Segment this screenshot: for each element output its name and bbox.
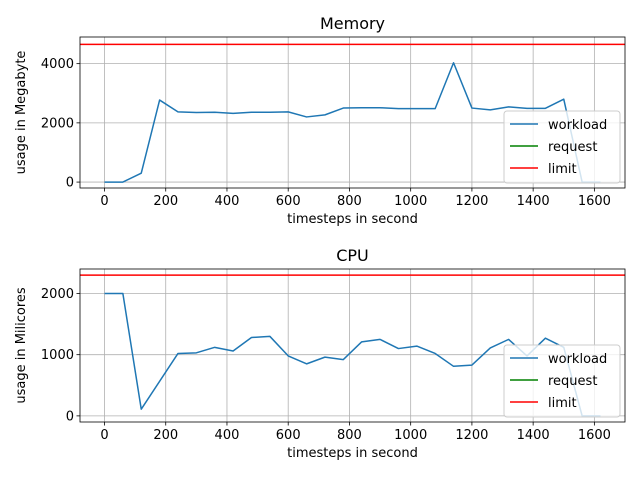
legend-label-request: request (548, 140, 597, 155)
series-line-workload (104, 62, 601, 183)
y-tick-label: 1000 (41, 348, 74, 363)
chart-title: CPU (336, 246, 369, 265)
x-tick-label: 1400 (517, 428, 550, 443)
x-tick-label: 0 (100, 428, 108, 443)
axes-frame (79, 36, 626, 189)
x-tick-label: 1600 (578, 428, 611, 443)
plot-area (80, 43, 625, 183)
legend-box (503, 344, 621, 418)
legend-label-workload: workload (548, 118, 607, 133)
legend-box (503, 110, 621, 184)
legend: workload request limit (503, 110, 621, 184)
x-tick-label: 400 (215, 194, 240, 209)
x-tick-label: 1600 (578, 194, 611, 209)
x-tick-label: 200 (153, 428, 178, 443)
axes-frame (79, 268, 626, 423)
x-tick-label: 1000 (394, 428, 427, 443)
x-tick-label: 200 (153, 194, 178, 209)
chart-panel-cpu: 0 200 400 600 800 1000 1200 1400 1600 0 1000 2000 CP… (14, 246, 626, 461)
chart-panel-memory: 0 200 400 600 800 1000 1200 1400 1600 0 2000 4000 Me… (14, 14, 626, 227)
x-tick-label: 800 (337, 428, 362, 443)
x-axis-label: timesteps in second (287, 212, 418, 227)
y-axis-label: usage in Milicores (14, 287, 29, 404)
chart-title: Memory (320, 14, 385, 33)
legend-label-limit: limit (548, 396, 577, 411)
legend-label-request: request (548, 374, 597, 389)
x-tick-label: 1400 (517, 194, 550, 209)
x-tick-label: 0 (100, 194, 108, 209)
x-tick-label: 1000 (394, 194, 427, 209)
x-tick-label: 800 (337, 194, 362, 209)
x-tick-label: 600 (276, 194, 301, 209)
legend-label-limit: limit (548, 162, 577, 177)
x-tick-label: 1200 (455, 194, 488, 209)
y-tick-label: 0 (66, 409, 74, 424)
y-tick-label: 2000 (41, 116, 74, 131)
y-tick-label: 4000 (41, 57, 74, 72)
x-axis-label: timesteps in second (287, 446, 418, 461)
legend-label-workload: workload (548, 352, 607, 367)
y-tick-label: 0 (66, 176, 74, 191)
y-axis-label: usage in Megabyte (14, 51, 29, 175)
y-tick-label: 2000 (41, 287, 74, 302)
legend: workload request limit (503, 344, 621, 418)
x-tick-label: 400 (215, 428, 240, 443)
x-tick-label: 1200 (455, 428, 488, 443)
x-tick-label: 600 (276, 428, 301, 443)
